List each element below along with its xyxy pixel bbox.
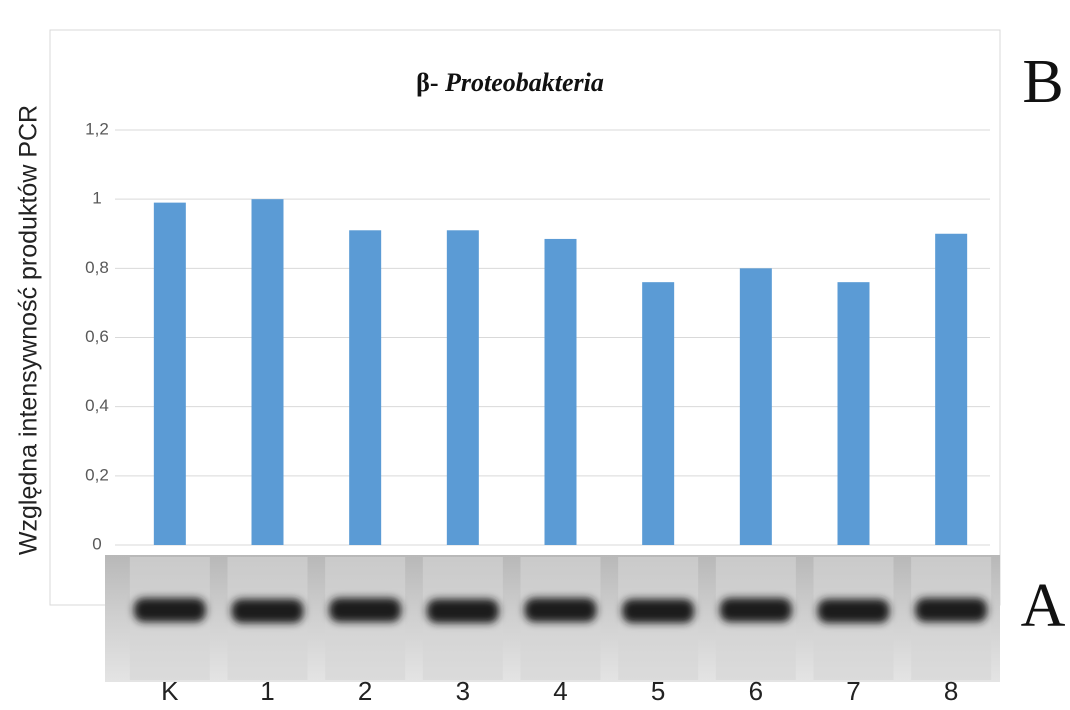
y-tick-label: 0,4 [85,396,109,415]
gel-band [818,599,890,623]
gel-band [720,598,792,622]
gel-band [915,598,987,622]
y-tick-label: 0 [92,534,101,553]
x-tick-label: 4 [553,676,567,706]
x-tick-label: 2 [358,676,372,706]
gel-band [329,598,401,622]
x-tick-label: 5 [651,676,665,706]
gel-band [427,599,499,623]
y-axis-label: Względna intensywność produktów PCR [15,105,43,555]
y-tick-label: 0,2 [85,465,109,484]
bar [447,230,479,545]
x-tick-label: 6 [749,676,763,706]
y-tick-label: 0,6 [85,327,109,346]
gel-band [622,599,694,623]
bar [545,239,577,545]
x-tick-label: 8 [944,676,958,706]
gel-band [525,598,597,622]
bar [740,268,772,545]
chart: β- Proteobakteria Względna intensywność … [0,0,1070,710]
x-tick-label: 1 [260,676,274,706]
gel-band [134,598,206,622]
title-prefix: β- [416,68,438,97]
bar [154,203,186,545]
y-tick-label: 1 [92,189,101,208]
panel-label: A [1021,572,1066,640]
x-tick-label: K [161,676,179,706]
title-italic: Proteobakteria [444,68,604,97]
bar [642,282,674,545]
y-tick-label: 0,8 [85,258,109,277]
chart-title: β- Proteobakteria [416,68,604,97]
x-tick-label: 3 [456,676,470,706]
panel-label: B [1022,48,1063,116]
x-tick-label: 7 [846,676,860,706]
bar [935,234,967,545]
gel-band [232,599,304,623]
bar [838,282,870,545]
bar [252,199,284,545]
y-tick-label: 1,2 [85,119,109,138]
bar [349,230,381,545]
